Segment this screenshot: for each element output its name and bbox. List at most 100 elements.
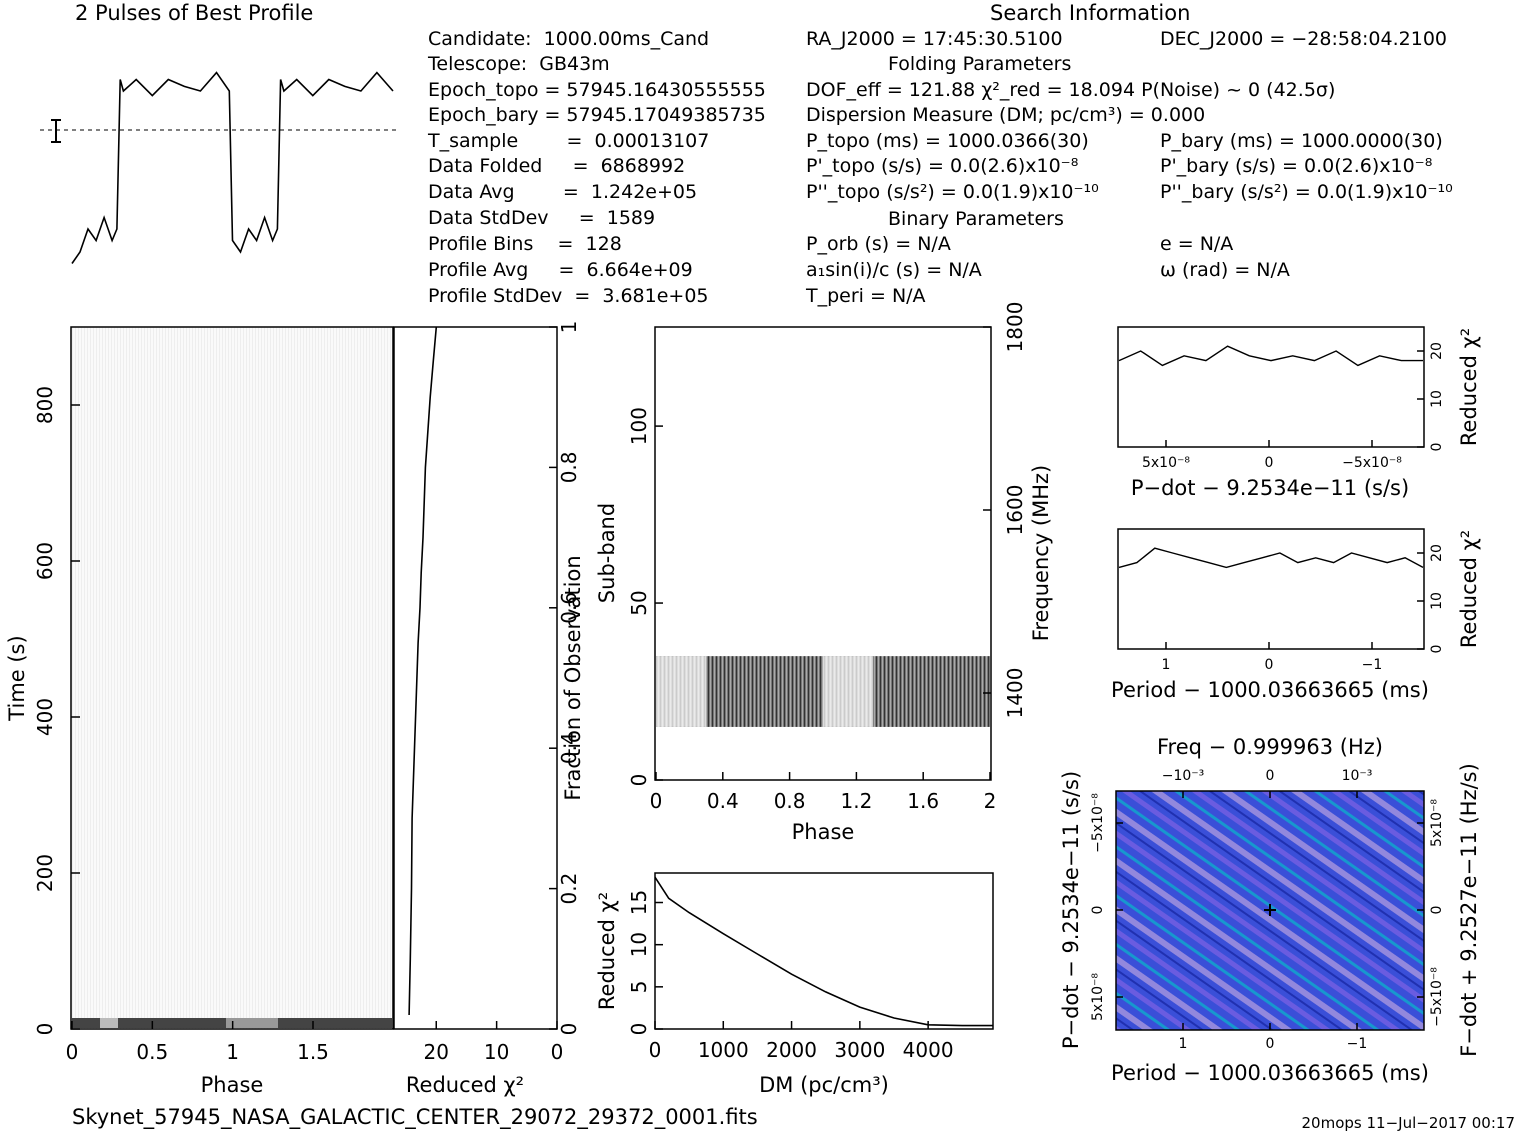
info-mid-line: RA_J2000 = 17:45:30.5100 [806, 28, 1063, 50]
time-phase-ylabel: Time (s) [5, 635, 29, 721]
dm-x-tick-label: 4000 [903, 1038, 954, 1062]
period-frame [1117, 528, 1425, 650]
ppdot-panel: Freq − 0.999963 (Hz) 1 0 −1 −10⁻³ 0 10⁻³ 5x1… [1059, 735, 1481, 1085]
info-left-column: Candidate: 1000.00ms_Cand Telescope: GB4… [427, 28, 766, 307]
ppdot-y2-tick-label: −5x10⁻⁸ [1429, 967, 1445, 1027]
info-right-line: e = N/A [1160, 233, 1233, 255]
period-y-tick-label: 0 [1429, 645, 1445, 654]
info-left-line: Data Avg = 1.242e+05 [428, 181, 697, 203]
info-right-line: P''_bary (s/s²) = 0.0(1.9)x10⁻¹⁰ [1160, 181, 1453, 203]
period-y-tick-label: 20 [1429, 544, 1445, 562]
period-x-tick-label: −1 [1362, 657, 1383, 673]
ppdot-xaxis: 1 0 −1 [1179, 1023, 1368, 1052]
pdot-y-tick-label: 0 [1429, 443, 1445, 452]
period-ylabel: Reduced χ² [1457, 530, 1481, 648]
dm-xaxis: 0 1000 2000 3000 4000 [649, 1021, 954, 1062]
chi2-fraction-x-tick-label: 20 [424, 1040, 449, 1064]
chi2-fraction-xaxis: 20 10 0 [424, 1021, 564, 1064]
info-mid-line: P_orb (s) = N/A [806, 233, 951, 255]
chi2-fraction-frame [393, 326, 558, 1030]
time-phase-y-tick-label: 600 [33, 542, 57, 580]
pdot-x-tick-label: −5x10⁻⁸ [1342, 455, 1402, 471]
info-left-line: Profile Bins = 128 [428, 233, 622, 255]
info-left-line: Epoch_topo = 57945.16430555555 [428, 79, 766, 101]
info-right-line: DEC_J2000 = −28:58:04.2100 [1160, 28, 1447, 50]
subband-freq-axis: 1400 1600 1800 [983, 302, 1027, 718]
info-left-line: Telescope: GB43m [427, 53, 610, 75]
chi2-fraction-y-tick-label: 0 [557, 1023, 581, 1036]
subband-x-tick-label: 0.8 [774, 789, 806, 813]
ppdot-fdot-axis: −5x10⁻⁸ 0 5x10⁻⁸ [1417, 799, 1445, 1027]
chi2-fraction-x-tick-label: 0 [551, 1040, 564, 1064]
info-left-line: Profile Avg = 6.664e+09 [428, 259, 693, 281]
info-right-line: ω (rad) = N/A [1160, 259, 1290, 281]
pdot-xlabel: P−dot − 9.2534e−11 (s/s) [1131, 476, 1409, 500]
chi2-fraction-y-tick-label: 0.8 [557, 451, 581, 483]
ppdot-yaxis: 5x10⁻⁸ 0 −5x10⁻⁸ [1090, 793, 1123, 1021]
info-left-line: Candidate: 1000.00ms_Cand [428, 28, 709, 50]
subband-x-tick-label: 1.6 [907, 789, 939, 813]
info-mid-line: P'_topo (s/s) = 0.0(2.6)x10⁻⁸ [806, 155, 1078, 177]
subband-xlabel: Phase [792, 820, 855, 844]
chi2-fraction-y-tick-label: 1 [557, 321, 581, 334]
time-phase-xaxis: 0 0.5 1 1.5 [66, 1021, 329, 1064]
time-phase-y-tick-label: 800 [33, 386, 57, 424]
pdot-frame [1117, 326, 1425, 448]
dm-x-tick-label: 1000 [698, 1038, 749, 1062]
subband-gap [656, 656, 707, 727]
ppdot-x-tick-label: −1 [1347, 1036, 1368, 1052]
subband-y2-tick-label: 1800 [1003, 302, 1027, 353]
ppdot-y-tick-label: 5x10⁻⁸ [1090, 973, 1106, 1021]
subband-x-tick-label: 1.2 [840, 789, 872, 813]
dm-x-tick-label: 0 [649, 1038, 662, 1062]
time-phase-y-tick-label: 200 [33, 854, 57, 892]
pdot-x-tick-label: 5x10⁻⁸ [1142, 455, 1190, 471]
chi2-fraction-xlabel: Reduced χ² [406, 1073, 524, 1097]
dm-x-tick-label: 3000 [834, 1038, 885, 1062]
subband-y-tick-label: 0 [627, 774, 651, 787]
period-chi2-line [1118, 547, 1424, 569]
time-phase-xlabel: Phase [201, 1073, 264, 1097]
dm-y-tick-label: 0 [627, 1023, 651, 1036]
ppdot-y2-tick-label: 5x10⁻⁸ [1429, 799, 1445, 847]
info-left-line: T_sample = 0.00013107 [427, 130, 709, 152]
subband-gap [823, 656, 874, 727]
ppdot-y2label: F−dot + 9.2527e−11 (Hz/s) [1457, 763, 1481, 1057]
chi2-fraction-ylabel: Fraction of Observation [561, 555, 585, 800]
search-info-title: Search Information [990, 1, 1190, 25]
time-phase-x-tick-label: 0 [66, 1040, 79, 1064]
pdot-y-tick-label: 10 [1429, 390, 1445, 408]
folding-params-title: Folding Parameters [888, 53, 1071, 75]
period-xaxis: 1 0 −1 [1162, 642, 1383, 673]
dm-frame [654, 872, 994, 1030]
ppdot-x-tick-label: 0 [1266, 1036, 1275, 1052]
ppdot-x2-tick-label: −10⁻³ [1162, 768, 1205, 784]
info-left-line: Profile StdDev = 3.681e+05 [428, 285, 709, 307]
ppdot-freq-axis: −10⁻³ 0 10⁻³ [1162, 768, 1372, 798]
subband-x-tick-label: 2 [984, 789, 997, 813]
dm-y-tick-label: 15 [627, 890, 651, 915]
info-mid-line: DOF_eff = 121.88 χ²_red = 18.094 P(Noise… [806, 79, 1335, 101]
timestamp-footer: 20mops 11−Jul−2017 00:17 [1302, 1114, 1515, 1132]
subband-y-tick-label: 100 [627, 407, 651, 445]
period-xlabel: Period − 1000.03663665 (ms) [1111, 678, 1429, 702]
chi2-fraction-panel: 20 10 0 0 0.2 0.4 0.6 0.8 1 Reduced χ² Fraction… [393, 321, 585, 1097]
ppdot-peak-marker [1264, 904, 1276, 916]
time-phase-image [70, 326, 394, 1030]
chi2-fraction-x-tick-label: 10 [484, 1040, 509, 1064]
ppdot-y2-tick-label: 0 [1429, 906, 1445, 915]
period-x-tick-label: 0 [1265, 657, 1274, 673]
info-mid-line: Dispersion Measure (DM; pc/cm³) = 0.000 [806, 104, 1205, 126]
profile-title: 2 Pulses of Best Profile [75, 1, 313, 25]
subband-panel: 0 0.4 0.8 1.2 1.6 2 0 50 100 1400 1600 1800 Phase… [595, 302, 1053, 844]
info-right-column: DEC_J2000 = −28:58:04.2100 P_bary (ms) =… [1160, 28, 1453, 281]
ppdot-ylabel: P−dot − 9.2534e−11 (s/s) [1059, 771, 1083, 1049]
dm-chi2-line [654, 876, 993, 1027]
time-phase-light-gap [100, 1018, 118, 1028]
info-mid-line: P_topo (ms) = 1000.0366(30) [806, 130, 1089, 152]
period-x-tick-label: 1 [1162, 657, 1171, 673]
chi2-fraction-y-tick-label: 0.6 [557, 592, 581, 624]
chi2-fraction-y-tick-label: 0.4 [557, 732, 581, 764]
